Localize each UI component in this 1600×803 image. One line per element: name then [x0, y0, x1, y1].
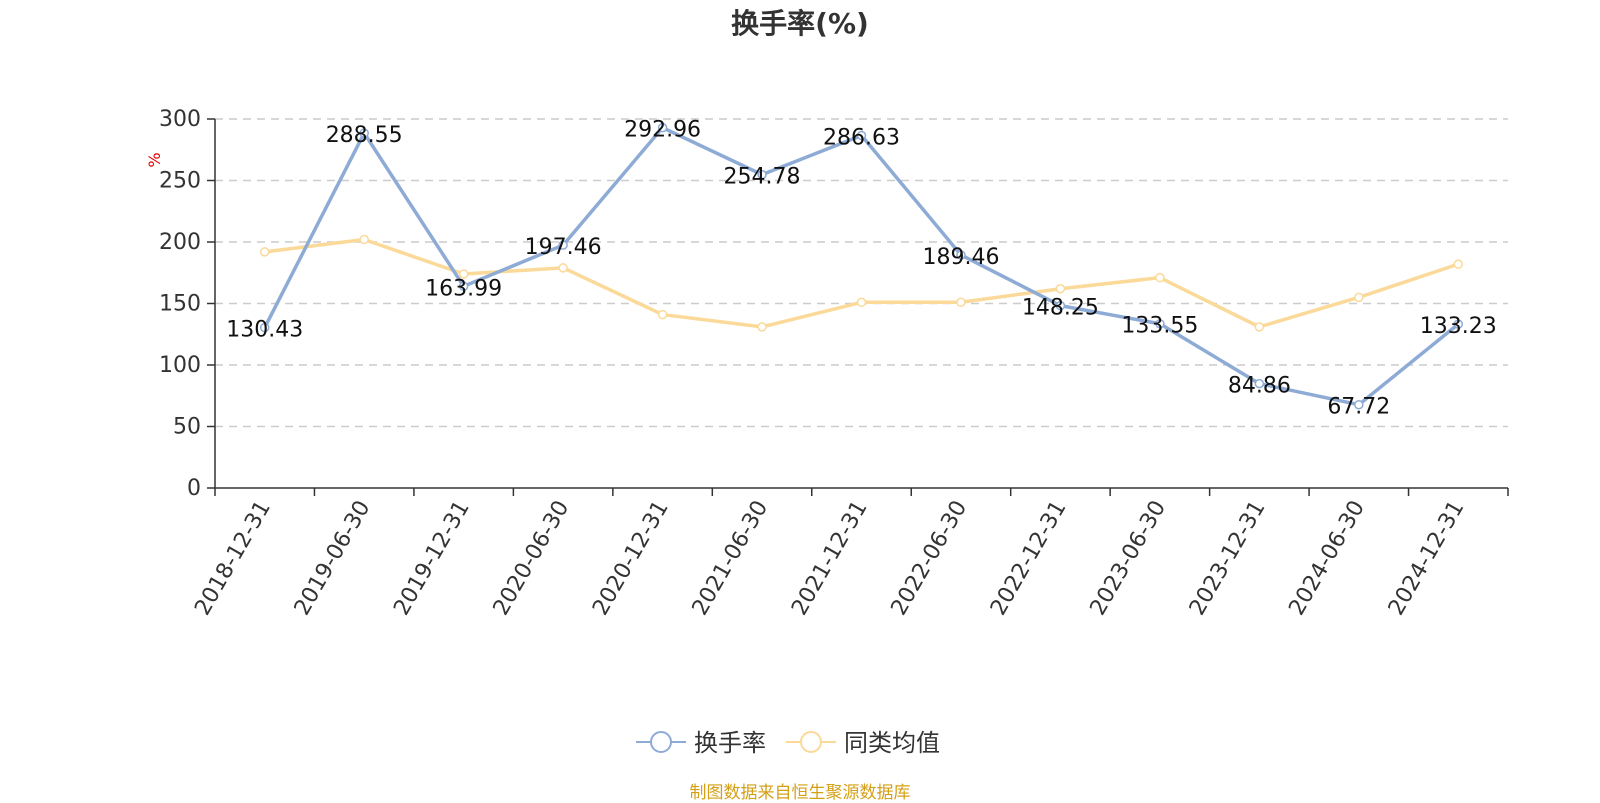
- y-tick-label: 150: [159, 292, 201, 317]
- x-tick-label: 2021-12-31: [787, 497, 873, 620]
- legend-label: 换手率: [694, 729, 766, 757]
- data-point: [856, 297, 867, 308]
- data-point: [657, 122, 668, 133]
- data-point: [1055, 300, 1066, 311]
- x-tick-label: 2024-12-31: [1384, 497, 1470, 620]
- y-tick-label: 250: [159, 169, 201, 194]
- y-tick-label: 0: [187, 476, 201, 501]
- data-point: [1254, 322, 1265, 332]
- data-point: [856, 130, 867, 141]
- y-tick-label: 100: [159, 353, 201, 378]
- data-label: 288.55: [326, 123, 403, 148]
- data-point: [1254, 378, 1265, 389]
- chart-title: 换手率(%): [731, 7, 869, 40]
- x-tick-label: 2022-12-31: [986, 497, 1072, 620]
- data-point: [1055, 283, 1066, 294]
- data-point: [757, 169, 767, 180]
- legend-marker: [650, 731, 672, 753]
- x-tick-label: 2022-06-30: [887, 497, 973, 620]
- y-tick-label: 200: [159, 230, 201, 255]
- data-label: 197.46: [525, 235, 602, 260]
- data-label: 163.99: [425, 276, 502, 301]
- data-point: [1453, 259, 1464, 269]
- x-tick-label: 2023-12-31: [1185, 497, 1271, 620]
- data-label: 133.23: [1420, 314, 1497, 339]
- x-tick-label: 2020-12-31: [588, 497, 674, 620]
- data-point: [1155, 272, 1165, 283]
- y-tick-label: 50: [173, 415, 201, 440]
- data-point: [558, 263, 568, 273]
- data-point: [558, 240, 568, 250]
- y-axis-unit: %: [145, 152, 164, 167]
- data-point: [1354, 399, 1364, 410]
- data-point: [458, 281, 469, 292]
- legend-marker: [800, 731, 822, 753]
- data-point: [458, 269, 469, 279]
- data-label: 286.63: [823, 125, 900, 150]
- data-label: 130.43: [226, 318, 303, 343]
- data-label: 254.78: [724, 165, 801, 190]
- data-label: 292.96: [624, 118, 701, 143]
- x-tick-label: 2019-06-30: [290, 497, 376, 620]
- x-tick-label: 2020-06-30: [489, 497, 575, 620]
- data-point: [956, 250, 966, 260]
- data-point: [1155, 318, 1165, 329]
- data-label: 189.46: [922, 245, 999, 270]
- data-label: 67.72: [1327, 395, 1390, 420]
- data-label: 133.55: [1121, 314, 1198, 339]
- x-tick-label: 2019-12-31: [389, 496, 475, 619]
- data-source-note: 制图数据来自恒生聚源数据库: [689, 783, 911, 803]
- data-point: [1453, 319, 1464, 329]
- y-tick-label: 300: [159, 107, 201, 132]
- x-tick-label: 2023-06-30: [1086, 497, 1172, 620]
- data-label: 148.25: [1022, 296, 1099, 321]
- data-point: [657, 309, 668, 320]
- data-point: [359, 234, 369, 245]
- x-tick-label: 2021-06-30: [688, 497, 774, 620]
- legend-label: 同类均值: [844, 729, 940, 757]
- data-point: [757, 322, 767, 332]
- data-point: [259, 247, 270, 257]
- data-point: [1354, 292, 1364, 303]
- x-tick-label: 2024-06-30: [1284, 497, 1370, 620]
- x-tick-label: 2018-12-31: [190, 497, 276, 620]
- data-point: [956, 297, 966, 308]
- data-label: 84.86: [1228, 374, 1291, 399]
- data-point: [259, 322, 270, 333]
- data-point: [359, 128, 369, 138]
